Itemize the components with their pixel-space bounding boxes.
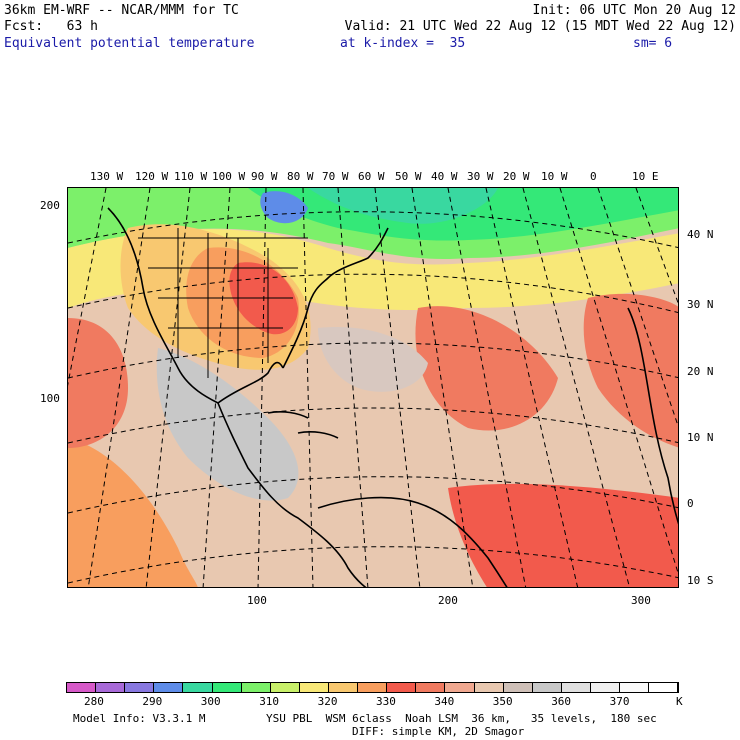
theta-e-map (68, 188, 678, 587)
colorbar-swatch (358, 683, 388, 692)
lat-label: 20 N (687, 365, 714, 378)
fill-345e (68, 318, 128, 448)
lon-label: 10 E (632, 170, 659, 183)
map-panel[interactable] (67, 187, 679, 588)
colorbar-swatch (503, 683, 533, 692)
colorbar-swatch (299, 683, 329, 692)
fill-340b (68, 438, 198, 587)
colorbar-swatch (183, 683, 213, 692)
valid-time: Valid: 21 UTC Wed 22 Aug 12 (15 MDT Wed … (344, 19, 736, 34)
level-info: at k-index = 35 (340, 36, 466, 51)
colorbar-label: 370 (609, 695, 630, 708)
model-info: Model Info: V3.3.1 M (73, 712, 206, 725)
lon-label: 80 W (287, 170, 314, 183)
lon-label: 60 W (358, 170, 385, 183)
fill-300 (308, 188, 498, 224)
colorbar-label: 330 (376, 695, 396, 708)
grid-y-label: 200 (40, 199, 60, 212)
fill-290 (260, 191, 308, 224)
lon-label: 100 W (212, 170, 246, 183)
diffusion-info: DIFF: simple KM, 2D Smagor (352, 725, 525, 738)
smoothing-info: sm= 6 (633, 36, 673, 51)
grid-y-label: 100 (40, 392, 60, 405)
colorbar-unit: K (676, 695, 683, 708)
colorbar-swatch (328, 683, 359, 692)
lon-label: 70 W (322, 170, 349, 183)
lon-label: 110 W (174, 170, 208, 183)
colorbar-swatch (154, 683, 184, 692)
colorbar-swatch (125, 683, 155, 692)
lon-label: 20 W (503, 170, 530, 183)
lon-label: 90 W (251, 170, 278, 183)
colorbar (66, 682, 680, 693)
colorbar-swatch (620, 683, 650, 692)
grid-x-label: 300 (631, 594, 651, 607)
lat-label: 40 N (687, 228, 714, 241)
colorbar-swatch (561, 683, 591, 692)
physics-info: YSU PBL WSM 6class Noah LSM 36 km, 35 le… (266, 712, 657, 725)
lon-label: 40 W (431, 170, 458, 183)
colorbar-swatch (474, 683, 504, 692)
forecast-hour: Fcst: 63 h (4, 19, 98, 34)
colorbar-label: 360 (551, 695, 572, 708)
colorbar-swatch (241, 683, 271, 692)
colorbar-label: 290 (142, 695, 163, 708)
colorbar-label: 350 (492, 695, 513, 708)
model-title: 36km EM-WRF -- NCAR/MMM for TC (4, 3, 239, 18)
init-time: Init: 06 UTC Mon 20 Aug 12 (532, 3, 737, 18)
political-borders (138, 228, 308, 378)
colorbar-swatch (212, 683, 242, 692)
colorbar-swatch (416, 683, 446, 692)
coastlines (107, 207, 678, 587)
lon-label: 30 W (467, 170, 494, 183)
colorbar-label: 300 (200, 695, 221, 708)
colorbar-swatch (270, 683, 300, 692)
lat-label: 30 N (687, 298, 714, 311)
lat-label: 10 S (687, 574, 714, 587)
colorbar-swatch (387, 683, 417, 692)
graticule (68, 188, 678, 587)
lat-label: 10 N (687, 431, 714, 444)
colorbar-swatch (96, 683, 126, 692)
colorbar-swatch (649, 683, 679, 692)
lon-label: 130 W (90, 170, 124, 183)
colorbar-swatch (445, 683, 475, 692)
colorbar-label: 340 (434, 695, 455, 708)
fill-345d (448, 483, 678, 587)
fill-345b (415, 306, 558, 431)
field-name: Equivalent potential temperature (4, 36, 255, 51)
lon-label: 120 W (135, 170, 169, 183)
lon-label: 10 W (541, 170, 568, 183)
lat-label: 0 (687, 497, 694, 510)
colorbar-swatch (590, 683, 621, 692)
colorbar-label: 320 (317, 695, 338, 708)
lon-label: 50 W (395, 170, 422, 183)
lon-label: 0 (590, 170, 597, 183)
colorbar-swatch (532, 683, 562, 692)
colorbar-label: 310 (259, 695, 280, 708)
grid-x-label: 200 (438, 594, 458, 607)
colorbar-label: 280 (84, 695, 104, 708)
colorbar-swatch (67, 683, 97, 692)
grid-x-label: 100 (247, 594, 267, 607)
fill-345c (583, 293, 678, 448)
